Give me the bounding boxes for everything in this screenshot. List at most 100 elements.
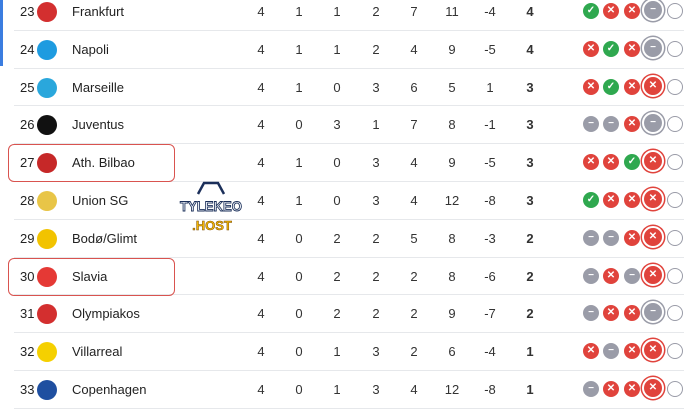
form-upcoming-icon[interactable] <box>667 3 683 19</box>
form-loss-icon[interactable]: ✕ <box>642 74 664 97</box>
form-upcoming-icon[interactable] <box>667 192 683 208</box>
team-name[interactable]: Juventus <box>72 117 125 133</box>
form-loss-icon[interactable]: ✕ <box>603 381 619 397</box>
form-loss-icon[interactable]: ✕ <box>603 267 619 284</box>
form-loss-icon[interactable]: ✕ <box>583 40 599 57</box>
stat-p: 4 <box>257 230 265 246</box>
form-draw-icon[interactable]: − <box>603 116 619 133</box>
table-row[interactable]: 23 Frankfurt 4 1 1 2 7 11 -4 4 ✓ ✕ ✕ − <box>0 0 700 31</box>
form-win-icon[interactable]: ✓ <box>583 192 599 208</box>
form-loss-icon[interactable]: ✕ <box>624 305 640 322</box>
team-logo-icon <box>37 77 57 98</box>
position: 33 <box>20 382 35 397</box>
form-upcoming-icon[interactable] <box>667 305 683 322</box>
form-loss-icon[interactable]: ✕ <box>603 192 619 208</box>
form-loss-icon[interactable]: ✕ <box>583 154 599 171</box>
stat-d: 2 <box>333 306 341 322</box>
stat-l: 3 <box>372 382 380 397</box>
form-loss-icon[interactable]: ✕ <box>603 305 619 322</box>
form-draw-icon[interactable]: − <box>583 305 599 322</box>
form-draw-icon[interactable]: − <box>583 381 599 397</box>
form-win-icon[interactable]: ✓ <box>603 40 619 57</box>
stat-p: 4 <box>257 344 265 360</box>
table-row[interactable]: 31 Olympiakos 4 0 2 2 2 9 -7 2− ✕ ✕ − <box>0 295 700 334</box>
team-name[interactable]: Marseille <box>72 79 125 95</box>
watermark-logo: TYLEKEO .HOST <box>180 181 243 233</box>
form-loss-icon[interactable]: ✕ <box>624 40 640 57</box>
form-upcoming-icon[interactable] <box>667 40 683 57</box>
form-loss-icon[interactable]: ✕ <box>583 78 599 95</box>
position: 26 <box>20 117 35 133</box>
form-win-icon[interactable]: ✓ <box>583 3 599 19</box>
team-name[interactable]: Bodø/Glimt <box>72 230 138 246</box>
form-upcoming-icon[interactable] <box>667 154 683 171</box>
form-draw-icon[interactable]: − <box>642 0 664 21</box>
form-loss-icon[interactable]: ✕ <box>624 116 640 133</box>
form-loss-icon[interactable]: ✕ <box>624 343 640 360</box>
team-logo-icon <box>37 266 57 287</box>
form-loss-icon[interactable]: ✕ <box>642 339 664 362</box>
form-loss-icon[interactable]: ✕ <box>624 78 640 95</box>
team-name[interactable]: Frankfurt <box>72 4 125 19</box>
form-loss-icon[interactable]: ✕ <box>624 192 640 208</box>
form-loss-icon[interactable]: ✕ <box>583 343 599 360</box>
form-draw-icon[interactable]: − <box>603 229 619 246</box>
form-draw-icon[interactable]: − <box>583 116 599 133</box>
form-upcoming-icon[interactable] <box>667 229 683 246</box>
form-loss-icon[interactable]: ✕ <box>624 381 640 397</box>
form-draw-icon[interactable]: − <box>583 267 599 284</box>
table-row[interactable]: 27 Ath. Bilbao 4 1 0 3 4 9 -5 3 ✕ ✕ ✓ ✕ <box>0 144 700 183</box>
form-upcoming-icon[interactable] <box>667 381 683 397</box>
stat-l: 2 <box>372 4 380 19</box>
form-upcoming-icon[interactable] <box>667 78 683 95</box>
form-win-icon[interactable]: ✓ <box>603 78 619 95</box>
form-win-icon[interactable]: ✓ <box>624 154 640 171</box>
form-draw-icon[interactable]: − <box>642 301 664 324</box>
form-upcoming-icon[interactable] <box>667 267 683 284</box>
team-name[interactable]: Napoli <box>72 41 109 57</box>
table-row[interactable]: 26 Juventus 4 0 3 1 7 8 -1 3− − ✕ − <box>0 106 700 145</box>
form-loss-icon[interactable]: ✕ <box>624 3 640 19</box>
form-loss-icon[interactable]: ✕ <box>603 154 619 171</box>
team-name[interactable]: Union SG <box>72 193 129 208</box>
form-loss-icon[interactable]: ✕ <box>642 263 664 286</box>
form-loss-icon[interactable]: ✕ <box>624 229 640 246</box>
position: 32 <box>20 344 35 360</box>
table-row[interactable]: 30 Slavia 4 0 2 2 2 8 -6 2− ✕ − ✕ <box>0 257 700 296</box>
form-draw-icon[interactable]: − <box>642 112 664 135</box>
position: 25 <box>20 79 35 95</box>
team-logo-icon <box>37 342 57 363</box>
form-loss-icon[interactable]: ✕ <box>642 225 664 248</box>
table-row[interactable]: 24 Napoli 4 1 1 2 4 9 -5 4 ✕ ✓ ✕ − <box>0 31 700 69</box>
stat-pts: 2 <box>526 230 534 246</box>
form-loss-icon[interactable]: ✕ <box>642 377 664 399</box>
table-row[interactable]: 28 Union SG 4 1 0 3 4 12 -8 3 ✓ ✕ ✕ ✕ <box>0 182 700 220</box>
form-upcoming-icon[interactable] <box>667 116 683 133</box>
table-row[interactable]: 33 Copenhagen 4 0 1 3 4 12 -8 1− ✕ ✕ ✕ <box>0 371 700 409</box>
stat-gd: -4 <box>484 344 496 360</box>
form-loss-icon[interactable]: ✕ <box>642 150 664 173</box>
form-draw-icon[interactable]: − <box>583 229 599 246</box>
team-name[interactable]: Villarreal <box>72 344 123 360</box>
stat-ga: 12 <box>444 382 460 397</box>
form-upcoming-icon[interactable] <box>667 343 683 360</box>
team-logo-icon <box>37 39 57 60</box>
stat-d: 3 <box>333 117 341 133</box>
team-logo-icon <box>37 115 57 136</box>
table-row[interactable]: 25 Marseille 4 1 0 3 6 5 1 3 ✕ ✓ ✕ ✕ <box>0 69 700 107</box>
table-row[interactable]: 29 Bodø/Glimt 4 0 2 2 5 8 -3 2− − ✕ ✕ <box>0 220 700 258</box>
form-loss-icon[interactable]: ✕ <box>642 188 664 210</box>
team-name[interactable]: Slavia <box>72 268 108 284</box>
form-loss-icon[interactable]: ✕ <box>603 3 619 19</box>
form-draw-icon[interactable]: − <box>603 343 619 360</box>
stat-p: 4 <box>257 268 265 284</box>
row-divider <box>14 180 684 182</box>
team-name[interactable]: Ath. Bilbao <box>72 155 135 171</box>
stat-gd: -7 <box>484 306 496 322</box>
form-draw-icon[interactable]: − <box>642 36 664 59</box>
form-draw-icon[interactable]: − <box>624 267 640 284</box>
table-row[interactable]: 32 Villarreal 4 0 1 3 2 6 -4 1 ✕ − ✕ ✕ <box>0 333 700 371</box>
team-name[interactable]: Olympiakos <box>72 306 140 322</box>
stat-l: 3 <box>372 193 380 208</box>
team-name[interactable]: Copenhagen <box>72 382 147 397</box>
